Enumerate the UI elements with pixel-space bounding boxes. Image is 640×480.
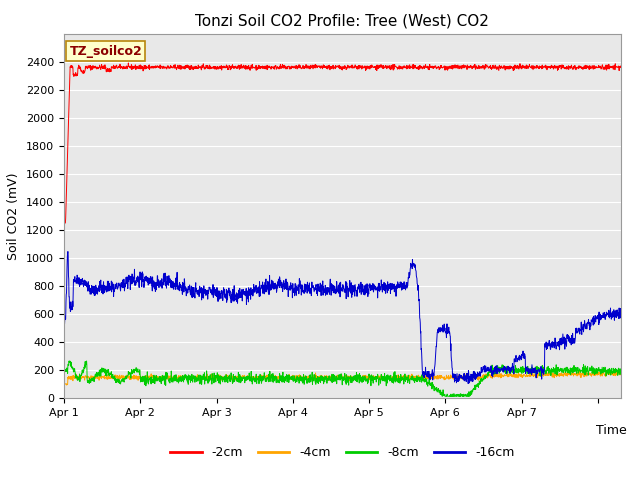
-4cm [60, 383, 68, 388]
Line: -2cm: -2cm [64, 63, 621, 223]
-16cm [60, 310, 68, 316]
-2cm [601, 65, 609, 71]
-2cm [601, 67, 609, 72]
-16cm [64, 249, 72, 254]
-16cm [89, 290, 97, 296]
-4cm [601, 373, 609, 379]
Legend: -2cm, -4cm, -8cm, -16cm: -2cm, -4cm, -8cm, -16cm [165, 441, 520, 464]
Text: Time: Time [596, 424, 627, 437]
-4cm [331, 375, 339, 381]
-4cm [617, 371, 625, 376]
-8cm [617, 366, 625, 372]
-8cm [601, 364, 609, 370]
-2cm [499, 65, 506, 71]
-16cm [465, 381, 472, 386]
-8cm [316, 376, 324, 382]
Line: -16cm: -16cm [64, 252, 621, 384]
-16cm [617, 306, 625, 312]
-2cm [125, 60, 132, 66]
-16cm [601, 314, 609, 320]
Text: TZ_soilco2: TZ_soilco2 [70, 45, 142, 58]
-8cm [89, 377, 97, 383]
-8cm [66, 358, 74, 364]
-4cm [89, 374, 97, 380]
-8cm [331, 379, 339, 384]
-2cm [331, 64, 339, 70]
-16cm [499, 366, 507, 372]
Line: -8cm: -8cm [64, 361, 621, 396]
Y-axis label: Soil CO2 (mV): Soil CO2 (mV) [8, 172, 20, 260]
Title: Tonzi Soil CO2 Profile: Tree (West) CO2: Tonzi Soil CO2 Profile: Tree (West) CO2 [195, 13, 490, 28]
-8cm [499, 366, 507, 372]
-16cm [602, 316, 609, 322]
-8cm [441, 394, 449, 399]
-16cm [316, 280, 324, 286]
-4cm [316, 375, 324, 381]
-16cm [331, 288, 339, 294]
-4cm [602, 372, 609, 378]
-4cm [60, 381, 68, 387]
Line: -4cm: -4cm [64, 371, 621, 385]
-2cm [316, 63, 324, 69]
-4cm [499, 373, 506, 379]
-8cm [602, 365, 609, 371]
-2cm [88, 65, 96, 71]
-2cm [617, 63, 625, 69]
-4cm [547, 368, 555, 374]
-2cm [60, 220, 68, 226]
-8cm [60, 370, 68, 375]
